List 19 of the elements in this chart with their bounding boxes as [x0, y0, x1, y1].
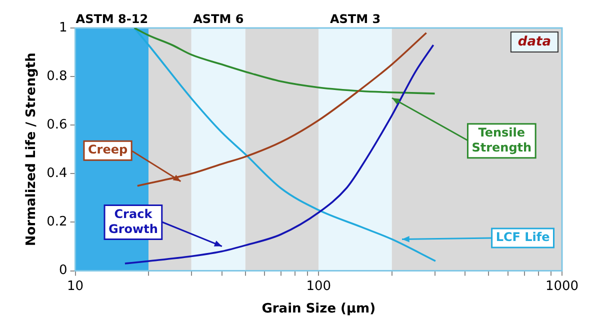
y-tick-label: 0 [58, 263, 68, 278]
band-label: ASTM 8-12 [76, 12, 148, 26]
x-tick-label: 100 [306, 278, 332, 294]
x-tick-label: 1000 [545, 278, 579, 294]
y-axis-title: Normalized Life / Strength [24, 52, 40, 246]
x-axis-title: Grain Size (μm) [262, 302, 376, 317]
text: Tensile Strength [472, 126, 532, 155]
y-tick-label: 1 [58, 20, 68, 36]
y-tick-label: 0.2 [46, 214, 68, 230]
text: Crack Growth [108, 206, 158, 236]
band-label: ASTM 3 [330, 12, 381, 26]
annotation: data [518, 34, 552, 50]
x-tick-label: 10 [67, 278, 84, 294]
y-tick-label: 0.4 [46, 166, 68, 182]
y-tick-label: 0.8 [46, 68, 68, 84]
text: LCF Life [496, 230, 550, 244]
y-tick-label: 0.6 [46, 117, 68, 132]
band-label: ASTM 6 [193, 12, 244, 26]
text: Creep [88, 142, 128, 157]
